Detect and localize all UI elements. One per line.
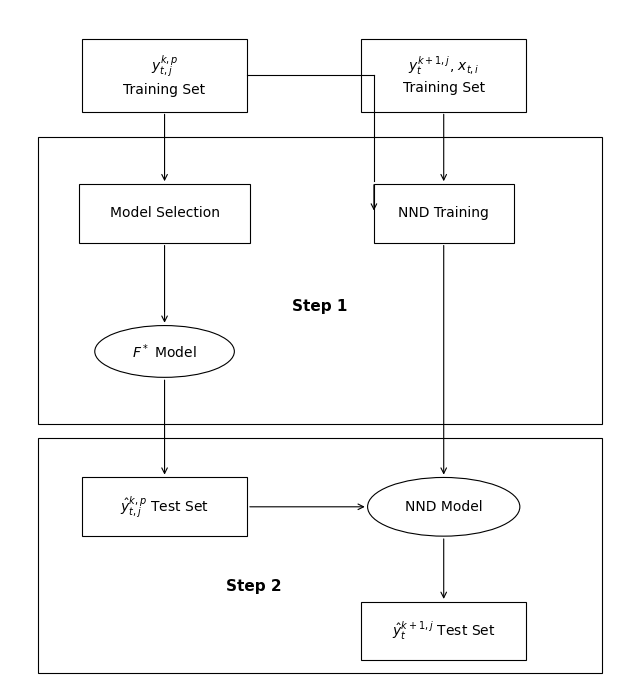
Ellipse shape bbox=[367, 477, 520, 536]
FancyBboxPatch shape bbox=[374, 184, 513, 243]
Text: $y_t^{k+1,j}$, $x_{t,i}$
Training Set: $y_t^{k+1,j}$, $x_{t,i}$ Training Set bbox=[403, 55, 484, 95]
FancyBboxPatch shape bbox=[79, 184, 250, 243]
Text: Model Selection: Model Selection bbox=[109, 206, 220, 221]
Text: $F^*$ Model: $F^*$ Model bbox=[132, 342, 197, 361]
FancyBboxPatch shape bbox=[361, 602, 526, 661]
Text: NND Model: NND Model bbox=[405, 500, 483, 514]
Text: Step 2: Step 2 bbox=[225, 578, 281, 594]
FancyBboxPatch shape bbox=[82, 477, 247, 536]
Ellipse shape bbox=[95, 326, 234, 377]
Text: $\hat{y}_{t,j}^{k,p}$ Test Set: $\hat{y}_{t,j}^{k,p}$ Test Set bbox=[120, 494, 209, 520]
Text: NND Training: NND Training bbox=[398, 206, 489, 221]
Text: Step 1: Step 1 bbox=[292, 299, 348, 314]
Text: $y_{t,j}^{k,p}$
Training Set: $y_{t,j}^{k,p}$ Training Set bbox=[124, 54, 205, 97]
FancyBboxPatch shape bbox=[82, 39, 247, 111]
Text: $\hat{y}_t^{k+1,j}$ Test Set: $\hat{y}_t^{k+1,j}$ Test Set bbox=[392, 619, 495, 642]
FancyBboxPatch shape bbox=[361, 39, 526, 111]
